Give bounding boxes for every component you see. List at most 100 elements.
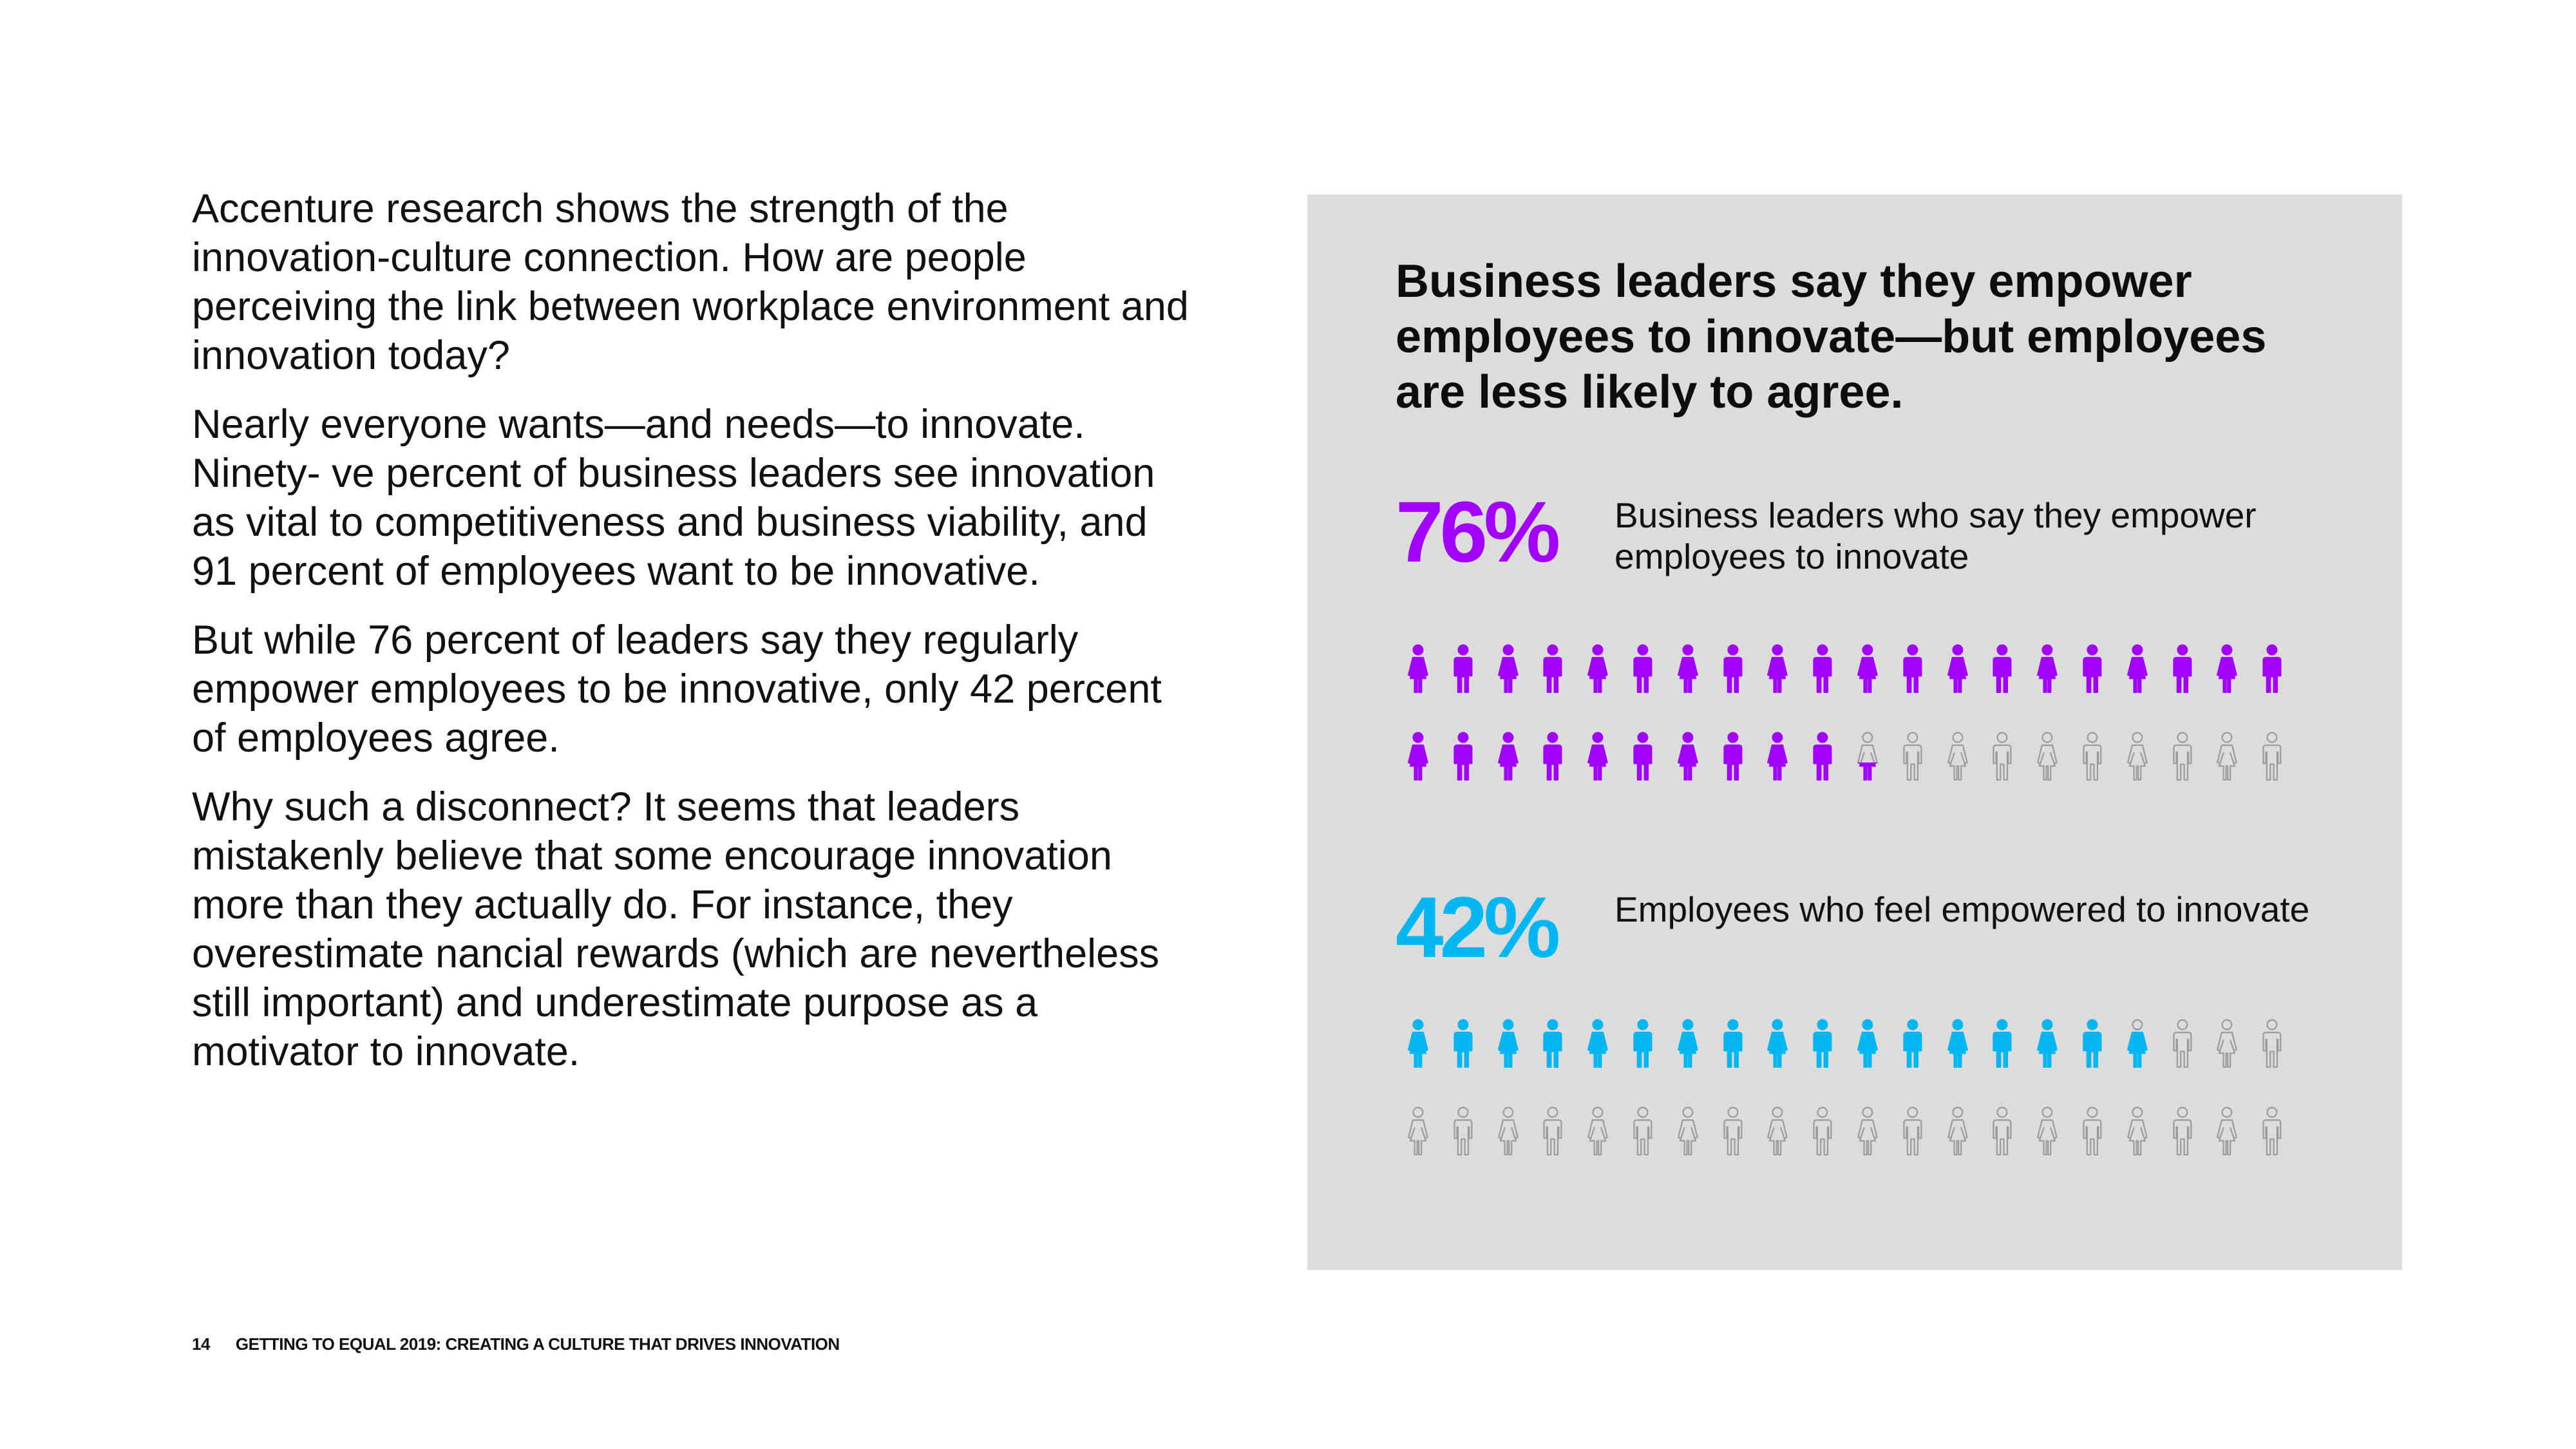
person-icon [1903,644,1922,693]
person-icon [2126,1106,2148,1155]
person-icon [1857,1019,1878,1068]
person-icon [1454,644,1473,693]
person-icon [2217,644,2238,693]
person-icon [1857,644,1878,693]
person-icon [2083,732,2102,781]
paragraph: Nearly everyone wants—and needs—to innov… [192,402,1155,594]
person-icon [1497,732,1519,781]
infographic-panel: Business leaders say they empower employ… [1307,194,2402,1270]
person-icon [1993,644,2012,693]
person-icon [1408,1106,1428,1155]
person-icon [1633,732,1653,781]
person-icon [2262,732,2282,781]
leaders-label: Business leaders who say they empower em… [1615,495,2257,576]
person-icon [1903,1019,1922,1068]
person-icon [1587,1106,1608,1155]
person-icon [1543,1019,1562,1068]
person-icon [1633,1106,1653,1155]
person-icon [1677,1106,1698,1155]
person-icon [1677,1019,1698,1068]
person-icon [1543,644,1562,693]
person-icon [1408,644,1428,693]
page-footer: 14 GETTING TO EQUAL 2019: CREATING A CULT… [192,1334,840,1354]
pictogram-row [1396,715,2295,800]
person-icon [1813,1106,1832,1155]
page-number: 14 [192,1334,210,1354]
person-icon [1993,1106,2012,1155]
footer-title: GETTING TO EQUAL 2019: CREATING A CULTUR… [235,1334,840,1354]
person-icon [1813,1019,1832,1068]
leaders-pictogram [1396,627,2295,802]
person-icon [1454,1106,1473,1155]
pictogram-row [1396,627,2295,712]
person-icon [1543,732,1562,781]
person-icon [1454,1019,1473,1068]
person-icon [2217,1106,2238,1155]
person-icon [1903,1106,1922,1155]
person-icon [2262,1106,2282,1155]
person-icon [1813,732,1832,781]
employees-pictogram [1396,1002,2295,1177]
person-icon [1857,1106,1878,1155]
person-icon [1767,644,1788,693]
person-icon [1947,1019,1968,1068]
person-icon [1993,732,2012,781]
person-icon [1947,1106,1968,1155]
person-icon [1408,1019,1428,1068]
employees-percent: 42% [1396,880,1560,976]
person-icon [2126,732,2148,781]
person-icon [2037,1019,2058,1068]
person-icon [2126,1019,2148,1068]
paragraph: But while 76 percent of leaders say they… [192,618,1162,761]
person-icon [1813,644,1832,693]
person-icon [1497,1019,1519,1068]
person-icon [1408,732,1428,781]
person-icon [1767,1019,1788,1068]
pictogram-row [1396,1090,2295,1175]
person-icon [2217,732,2238,781]
person-icon [1723,644,1742,693]
person-icon [1723,1106,1742,1155]
person-icon [2126,644,2148,693]
panel-title: Business leaders say they empower employ… [1396,256,2267,418]
person-icon [1497,1106,1519,1155]
person-icon [2037,732,2058,781]
person-icon [1587,732,1608,781]
person-icon [1767,1106,1788,1155]
person-icon [2217,1019,2238,1068]
person-icon [1587,1019,1608,1068]
person-icon [2172,644,2192,693]
person-icon [1903,732,1922,781]
paragraph: Accenture research shows the strength of… [192,186,1189,378]
person-icon [2262,1019,2282,1068]
person-icon [1993,1019,2012,1068]
person-icon [2172,1106,2192,1155]
employees-label: Employees who feel empowered to innovate [1615,889,2310,929]
person-icon [1497,644,1519,693]
pictogram-row [1396,1002,2295,1087]
person-icon [2083,1019,2102,1068]
leaders-percent: 76% [1396,484,1560,580]
person-icon [1767,732,1788,781]
person-icon [2262,644,2282,693]
person-icon [1677,732,1698,781]
person-icon [1947,732,1968,781]
person-icon [1677,644,1698,693]
person-icon [2172,732,2192,781]
person-icon [1454,732,1473,781]
person-icon [1723,1019,1742,1068]
person-icon [2083,644,2102,693]
person-icon [1723,732,1742,781]
person-icon [2037,1106,2058,1155]
person-icon [2083,1106,2102,1155]
person-icon [1857,732,1878,781]
person-icon [2172,1019,2192,1068]
person-icon [1633,644,1653,693]
person-icon [1543,1106,1562,1155]
person-icon [1947,644,1968,693]
paragraph: Why such a disconnect? It seems that lea… [192,784,1160,1074]
person-icon [1587,644,1608,693]
person-icon [1633,1019,1653,1068]
body-text: Accenture research shows the strength of… [192,184,1197,1096]
person-icon [2037,644,2058,693]
